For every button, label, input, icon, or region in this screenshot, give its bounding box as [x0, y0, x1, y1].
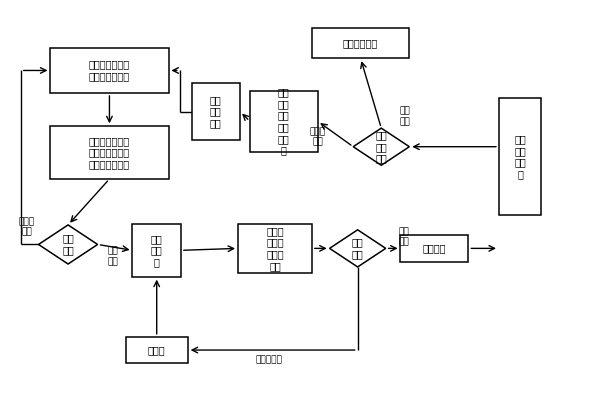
FancyBboxPatch shape	[192, 83, 240, 140]
Text: 满足
要求: 满足 要求	[400, 107, 410, 126]
FancyBboxPatch shape	[250, 91, 318, 152]
Polygon shape	[330, 230, 386, 267]
FancyBboxPatch shape	[312, 28, 409, 58]
Text: 传递基准建立: 传递基准建立	[343, 38, 378, 48]
Text: 满足
要求: 满足 要求	[107, 247, 118, 266]
Text: 分析
评价: 分析 评价	[62, 234, 74, 255]
Text: 激光二极管组及
其稳定系统设计: 激光二极管组及 其稳定系统设计	[89, 60, 130, 81]
Text: 太阳光: 太阳光	[148, 345, 166, 355]
Text: 传递
基准
模型
分析
及计
算: 传递 基准 模型 分析 及计 算	[278, 87, 289, 155]
Polygon shape	[353, 128, 409, 165]
Text: 满足
要求: 满足 要求	[398, 227, 409, 246]
Text: 积分
球光
源: 积分 球光 源	[151, 234, 163, 267]
Polygon shape	[39, 225, 98, 264]
FancyBboxPatch shape	[50, 48, 169, 93]
Text: 多光
谱通
道定
标: 多光 谱通 道定 标	[514, 134, 526, 179]
Text: 分析
评价: 分析 评价	[352, 237, 364, 259]
Text: 准直反
射系统
分析、
设计: 准直反 射系统 分析、 设计	[266, 226, 284, 271]
FancyBboxPatch shape	[400, 235, 469, 262]
Text: 传递
精度
评价: 传递 精度 评价	[376, 130, 387, 163]
FancyBboxPatch shape	[499, 98, 541, 215]
Text: 漫反射板: 漫反射板	[423, 243, 446, 253]
FancyBboxPatch shape	[50, 126, 169, 179]
Text: 光纤耦合系统、
准直及光源导入
系统分析、设计: 光纤耦合系统、 准直及光源导入 系统分析、设计	[89, 136, 130, 169]
FancyBboxPatch shape	[125, 337, 188, 363]
Text: 不满足
要求: 不满足 要求	[19, 217, 35, 237]
FancyBboxPatch shape	[133, 224, 181, 277]
Text: 激光
波长
选择: 激光 波长 选择	[210, 95, 222, 128]
Text: 不满足要求: 不满足要求	[256, 356, 282, 364]
Text: 不满足
要求: 不满足 要求	[310, 127, 326, 147]
FancyBboxPatch shape	[238, 224, 312, 273]
